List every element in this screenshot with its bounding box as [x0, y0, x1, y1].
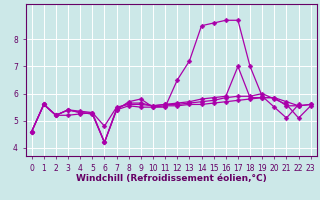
X-axis label: Windchill (Refroidissement éolien,°C): Windchill (Refroidissement éolien,°C) — [76, 174, 267, 183]
